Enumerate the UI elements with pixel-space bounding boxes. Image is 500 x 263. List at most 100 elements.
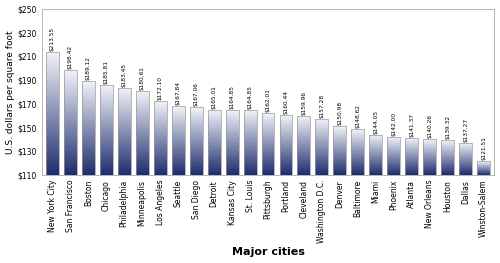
Bar: [370, 153, 382, 154]
Bar: [226, 170, 238, 171]
Bar: [64, 77, 77, 78]
Bar: [46, 90, 59, 92]
Bar: [64, 123, 77, 124]
Bar: [136, 144, 148, 145]
Bar: [100, 108, 112, 109]
Bar: [244, 119, 256, 120]
Bar: [82, 81, 95, 82]
Bar: [154, 125, 166, 126]
Bar: [244, 142, 256, 143]
Bar: [208, 144, 220, 145]
Bar: [244, 169, 256, 170]
Bar: [406, 158, 418, 159]
Bar: [100, 147, 112, 148]
Bar: [190, 156, 202, 157]
Bar: [370, 163, 382, 164]
Text: $189.12: $189.12: [86, 56, 91, 80]
Bar: [459, 156, 472, 157]
Bar: [406, 172, 418, 173]
Bar: [172, 164, 184, 165]
Bar: [118, 125, 130, 126]
Bar: [352, 157, 364, 158]
Bar: [136, 127, 148, 128]
Bar: [459, 164, 472, 165]
Bar: [244, 118, 256, 119]
Bar: [441, 141, 454, 142]
Bar: [154, 144, 166, 145]
Bar: [334, 161, 346, 162]
Bar: [280, 158, 292, 159]
Bar: [172, 112, 184, 113]
Bar: [280, 160, 292, 161]
Bar: [334, 142, 346, 143]
Bar: [64, 74, 77, 75]
Bar: [262, 160, 274, 161]
Bar: [46, 106, 59, 108]
Bar: [64, 90, 77, 91]
Bar: [100, 146, 112, 147]
Bar: [298, 128, 310, 129]
Bar: [406, 153, 418, 154]
Bar: [136, 131, 148, 132]
Bar: [118, 174, 130, 175]
Bar: [370, 160, 382, 161]
Bar: [226, 165, 238, 166]
Bar: [172, 135, 184, 136]
Bar: [172, 166, 184, 167]
Bar: [334, 139, 346, 140]
Bar: [316, 120, 328, 121]
Bar: [370, 142, 382, 143]
Bar: [459, 170, 472, 171]
Bar: [244, 146, 256, 147]
Bar: [244, 165, 256, 166]
Bar: [172, 140, 184, 141]
Bar: [172, 149, 184, 150]
Bar: [226, 150, 238, 151]
Bar: [226, 171, 238, 172]
Bar: [334, 155, 346, 156]
Bar: [118, 149, 130, 150]
Bar: [46, 152, 59, 153]
Bar: [226, 169, 238, 170]
Bar: [244, 143, 256, 144]
Bar: [154, 127, 166, 128]
Bar: [64, 95, 77, 96]
Bar: [334, 132, 346, 133]
Bar: [316, 157, 328, 158]
Bar: [64, 138, 77, 140]
Bar: [82, 142, 95, 143]
Bar: [298, 161, 310, 162]
Bar: [226, 130, 238, 131]
Bar: [441, 169, 454, 170]
Bar: [82, 173, 95, 174]
Bar: [262, 140, 274, 141]
Bar: [100, 142, 112, 144]
Bar: [244, 158, 256, 159]
Bar: [100, 171, 112, 173]
Bar: [118, 88, 130, 89]
Bar: [172, 170, 184, 171]
Bar: [172, 146, 184, 147]
Bar: [136, 165, 148, 166]
Bar: [316, 147, 328, 148]
Bar: [208, 147, 220, 148]
Bar: [64, 137, 77, 138]
Bar: [262, 168, 274, 169]
Bar: [46, 115, 59, 117]
Bar: [298, 148, 310, 149]
Bar: [208, 173, 220, 174]
Bar: [136, 115, 148, 116]
Bar: [154, 173, 166, 174]
Bar: [118, 122, 130, 123]
Bar: [262, 148, 274, 149]
Bar: [298, 163, 310, 164]
Bar: [226, 159, 238, 160]
Bar: [190, 107, 202, 175]
Bar: [46, 80, 59, 81]
Bar: [190, 110, 202, 111]
Bar: [441, 170, 454, 171]
Bar: [352, 171, 364, 172]
Bar: [388, 152, 400, 153]
Bar: [208, 131, 220, 132]
Bar: [262, 169, 274, 170]
